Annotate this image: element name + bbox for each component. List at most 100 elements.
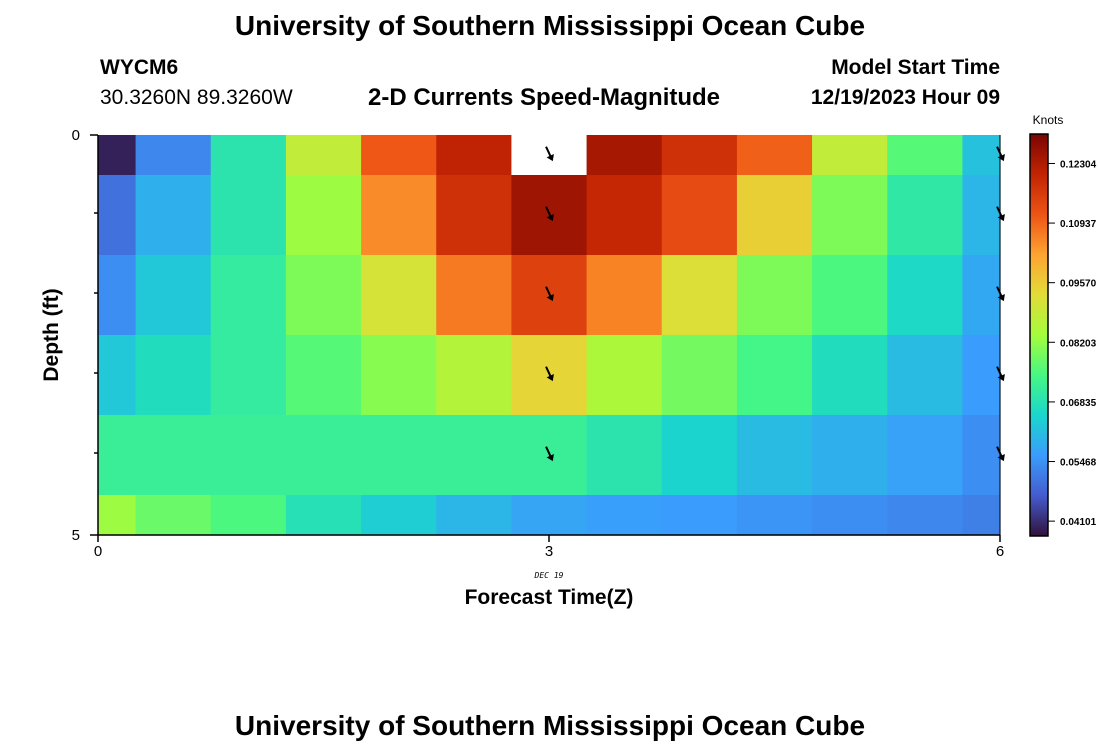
- colorbar-tick-label: 0.10937: [1060, 219, 1097, 230]
- date-label: DEC 19: [534, 571, 564, 580]
- heatmap-cell: [661, 415, 738, 496]
- heatmap-cell: [962, 135, 1001, 176]
- x-tick-label: 3: [545, 543, 553, 560]
- heatmap-cell: [285, 135, 362, 176]
- colorbar-tick-label: 0.05468: [1060, 458, 1097, 469]
- station-coordinates: 30.3260N 89.3260W: [100, 86, 293, 109]
- heatmap-cell: [98, 335, 137, 416]
- heatmap-cell: [661, 175, 738, 256]
- colorbar-gradient: [1029, 133, 1049, 537]
- footer-title: University of Southern Mississippi Ocean…: [234, 710, 866, 741]
- heatmap-cell: [887, 255, 964, 336]
- heatmap-cell: [812, 135, 888, 176]
- heatmap-cell: [962, 335, 1001, 416]
- heatmap-cell: [736, 175, 813, 256]
- heatmap-cell: [812, 415, 888, 496]
- heatmap-cell: [661, 255, 738, 336]
- heatmap-cell: [436, 135, 513, 176]
- current-arrow: [545, 446, 554, 462]
- heatmap-cell: [887, 495, 964, 536]
- heatmap-cell: [436, 255, 513, 336]
- heatmap-cell: [586, 135, 663, 176]
- heatmap-cell: [98, 415, 137, 496]
- heatmap-cell: [135, 335, 212, 416]
- heatmap-cell: [661, 335, 738, 416]
- heatmap-cell: [361, 335, 437, 416]
- heatmap-cell: [361, 495, 437, 536]
- heatmap-cell: [135, 135, 212, 176]
- colorbar-tick-label: 0.12304: [1060, 159, 1097, 170]
- heatmap-cell: [436, 335, 513, 416]
- arrow-head: [997, 294, 1005, 302]
- current-arrow: [545, 146, 554, 162]
- heatmap-cell: [210, 495, 287, 536]
- y-tick-label: 5: [72, 527, 80, 544]
- heatmap-cell: [98, 175, 137, 256]
- arrow-head: [997, 154, 1005, 162]
- heatmap-cell: [436, 175, 513, 256]
- heatmap-cell: [210, 415, 287, 496]
- heatmap-cell: [361, 135, 437, 176]
- heatmap-cell: [436, 495, 513, 536]
- heatmap-cell: [661, 135, 738, 176]
- arrow-head: [546, 374, 554, 382]
- heatmap-cell: [361, 415, 437, 496]
- arrow-head: [997, 214, 1005, 222]
- colorbar-tick-label: 0.06835: [1060, 398, 1097, 409]
- heatmap-cell: [736, 415, 813, 496]
- heatmap-cell: [436, 415, 513, 496]
- arrow-head: [997, 374, 1005, 382]
- heatmap-cell: [586, 255, 663, 336]
- heatmap-cell: [135, 495, 212, 536]
- arrow-head: [997, 454, 1005, 462]
- heatmap-cell: [887, 175, 964, 256]
- heatmap-cell: [586, 415, 663, 496]
- heatmap-cell: [962, 495, 1001, 536]
- heatmap-cell: [736, 135, 813, 176]
- heatmap-cell: [135, 175, 212, 256]
- arrow-head: [546, 214, 554, 222]
- heatmap-cell: [285, 495, 362, 536]
- x-tick-label: 6: [996, 543, 1004, 560]
- heatmap-cells: [98, 135, 1001, 536]
- heatmap-cell: [812, 255, 888, 336]
- heatmap-cell: [586, 335, 663, 416]
- current-arrow: [545, 206, 554, 222]
- heatmap-cell: [361, 255, 437, 336]
- arrow-head: [546, 294, 554, 302]
- heatmap-cell: [962, 255, 1001, 336]
- current-arrow: [545, 286, 554, 302]
- heatmap-cell: [210, 135, 287, 176]
- y-tick-label: 0: [72, 127, 80, 144]
- heatmap-cell: [887, 335, 964, 416]
- colorbar-tick-label: 0.04101: [1060, 517, 1097, 528]
- heatmap-cell: [285, 175, 362, 256]
- heatmap-cell: [285, 415, 362, 496]
- heatmap-cell: [736, 335, 813, 416]
- arrow-head: [546, 454, 554, 462]
- heatmap-cell: [210, 175, 287, 256]
- heatmap-cell: [812, 175, 888, 256]
- heatmap-cell: [511, 495, 588, 536]
- heatmap-cell: [962, 415, 1001, 496]
- heatmap-cell: [812, 335, 888, 416]
- station-id: WYCM6: [100, 56, 179, 79]
- model-start-label: Model Start Time: [831, 56, 1000, 79]
- colorbar-tick-label: 0.08203: [1060, 338, 1097, 349]
- heatmap-cell: [661, 495, 738, 536]
- heatmap-cell: [98, 255, 137, 336]
- heatmap-cell: [736, 255, 813, 336]
- heatmap-cell: [586, 175, 663, 256]
- heatmap-cell: [812, 495, 888, 536]
- current-arrow: [545, 366, 554, 382]
- heatmap-cell: [98, 495, 137, 536]
- heatmap-cell: [98, 135, 137, 176]
- heatmap-cell: [361, 175, 437, 256]
- colorbar-tick-label: 0.09570: [1060, 279, 1097, 290]
- heatmap-cell: [210, 255, 287, 336]
- y-axis-title: Depth (ft): [40, 288, 63, 381]
- axis-ticks: [90, 134, 1001, 542]
- heatmap-cell: [210, 335, 287, 416]
- heatmap-cell: [135, 255, 212, 336]
